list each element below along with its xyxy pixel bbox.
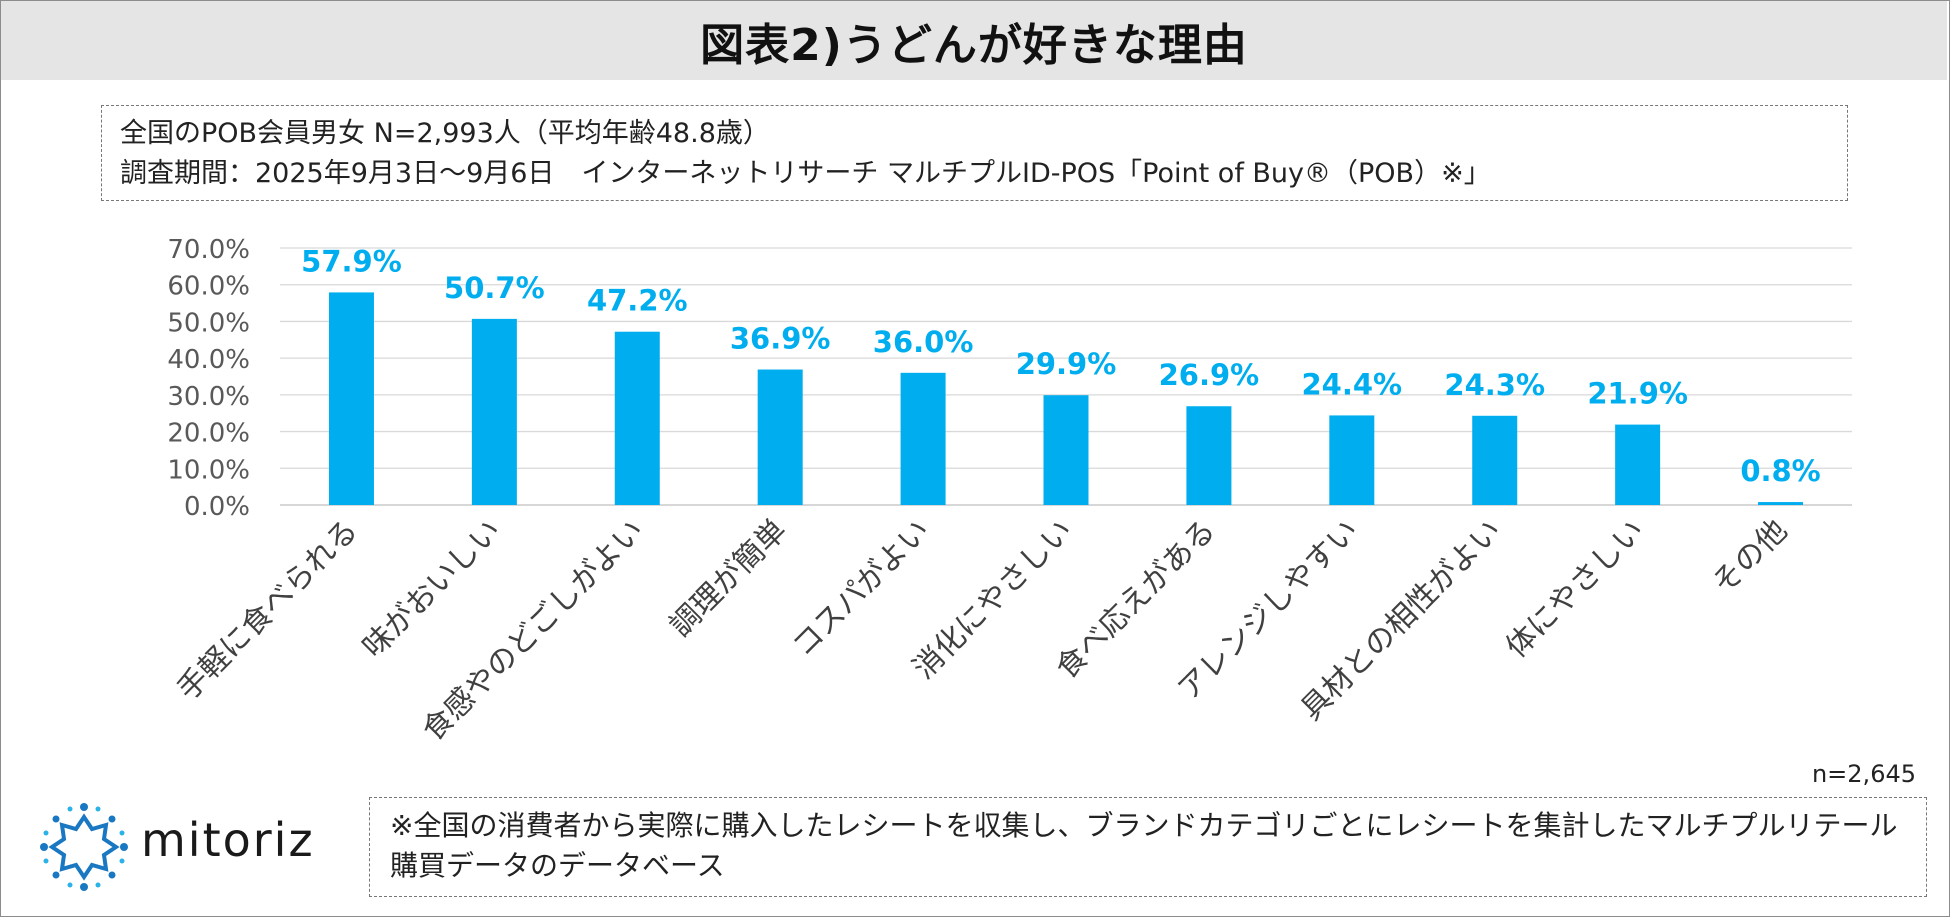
x-tick-label: 体にやさしい — [1499, 513, 1651, 665]
page-title: 図表2)うどんが好きな理由 — [1, 1, 1947, 80]
bar — [757, 369, 803, 505]
y-tick-label: 20.0% — [167, 419, 250, 449]
y-tick-label: 10.0% — [167, 455, 250, 485]
bar — [1615, 424, 1661, 505]
bar — [614, 331, 660, 505]
footnote-box: ※全国の消費者から実際に購入したレシートを収集し、ブランドカテゴリごとにレシート… — [369, 797, 1927, 897]
sun-burst-logo-icon — [40, 803, 128, 891]
survey-info-box: 全国のPOB会員男女 N=2,993人（平均年齢48.8歳） 調査期間：2025… — [101, 105, 1848, 201]
y-tick-label: 50.0% — [167, 308, 250, 338]
bar — [1329, 415, 1375, 505]
y-tick-label: 30.0% — [167, 382, 250, 412]
bar — [1472, 415, 1518, 505]
x-tick-label: コスパがよい — [786, 513, 937, 664]
bar — [328, 292, 374, 505]
data-label: 24.4% — [1302, 367, 1403, 401]
data-label: 50.7% — [444, 271, 545, 305]
data-label: 29.9% — [1016, 347, 1117, 381]
data-label: 0.8% — [1740, 454, 1820, 488]
bar — [1758, 502, 1804, 505]
data-label: 26.9% — [1159, 358, 1260, 392]
y-tick-label: 70.0% — [167, 235, 250, 265]
bar — [1043, 395, 1089, 505]
x-tick-label: 手軽に食べられる — [171, 513, 365, 707]
y-tick-label: 40.0% — [167, 345, 250, 375]
data-label: 47.2% — [587, 284, 688, 318]
data-label: 36.0% — [873, 325, 974, 359]
survey-info-line-2: 調査期間：2025年9月3日～9月6日 インターネットリサーチ マルチプルID-… — [120, 158, 1491, 189]
logo-wordmark: mitoriz — [141, 813, 315, 867]
y-tick-label: 60.0% — [167, 272, 250, 302]
data-label: 36.9% — [730, 322, 831, 356]
x-tick-label: 味がおいしい — [356, 513, 508, 665]
mitoriz-logo: mitoriz — [36, 803, 336, 893]
bar — [900, 372, 946, 505]
bar — [1186, 406, 1232, 505]
survey-info-line-1: 全国のPOB会員男女 N=2,993人（平均年齢48.8歳） — [120, 118, 770, 149]
y-tick-label: 0.0% — [184, 492, 250, 522]
data-label: 57.9% — [301, 244, 402, 278]
x-tick-label: 調理が簡単 — [663, 513, 794, 644]
data-label: 21.9% — [1587, 377, 1688, 411]
bar — [471, 318, 517, 505]
data-label: 24.3% — [1444, 368, 1545, 402]
sample-size-note: n=2,645 — [1811, 760, 1916, 788]
x-tick-label: その他 — [1706, 513, 1794, 601]
